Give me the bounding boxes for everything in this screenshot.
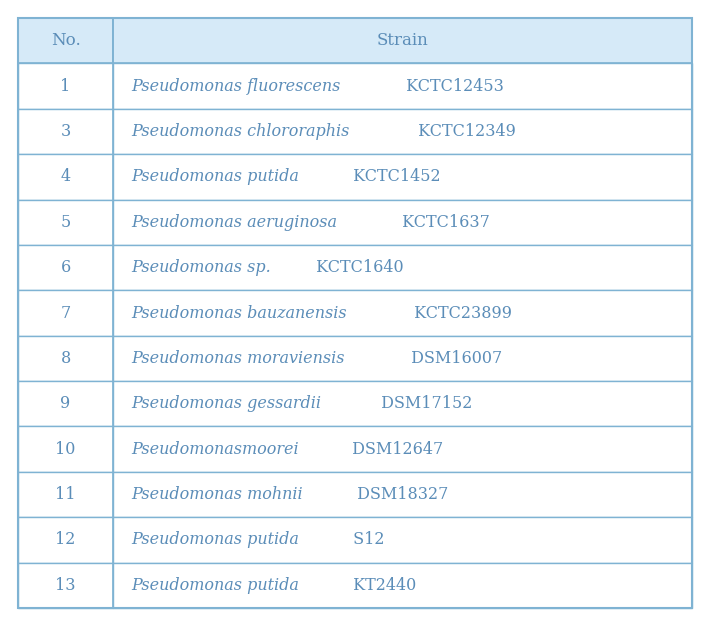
Text: 13: 13 [55, 577, 76, 594]
Bar [18, 109, 113, 154]
Text: 8: 8 [60, 350, 70, 367]
Text: Pseudomonas bauzanensis: Pseudomonas bauzanensis [131, 304, 346, 322]
Text: DSM18327: DSM18327 [352, 486, 449, 503]
Bar [113, 245, 692, 290]
Text: 12: 12 [55, 531, 76, 548]
Bar [113, 381, 692, 426]
Text: KCTC1640: KCTC1640 [311, 259, 404, 276]
Bar [18, 63, 113, 109]
Bar [18, 563, 113, 608]
Text: Pseudomonas moraviensis: Pseudomonas moraviensis [131, 350, 344, 367]
Bar [113, 426, 692, 472]
Text: DSM17152: DSM17152 [376, 395, 473, 413]
Text: 10: 10 [55, 441, 76, 458]
Text: DSM16007: DSM16007 [407, 350, 503, 367]
Text: KCTC1452: KCTC1452 [348, 168, 440, 185]
Bar [113, 472, 692, 517]
Text: Pseudomonas chlororaphis: Pseudomonas chlororaphis [131, 123, 349, 140]
Text: Strain: Strain [376, 32, 428, 49]
Bar [113, 109, 692, 154]
Text: KCTC1637: KCTC1637 [397, 213, 490, 231]
Text: 1: 1 [60, 78, 70, 95]
Bar [18, 290, 113, 336]
Bar [113, 517, 692, 563]
Text: 5: 5 [60, 213, 70, 231]
Bar [113, 200, 692, 245]
Text: Pseudomonas putida: Pseudomonas putida [131, 168, 299, 185]
Text: KCTC12349: KCTC12349 [413, 123, 515, 140]
Text: Pseudomonas fluorescens: Pseudomonas fluorescens [131, 78, 340, 95]
Text: No.: No. [50, 32, 80, 49]
Text: Pseudomonas gessardii: Pseudomonas gessardii [131, 395, 321, 413]
Text: Pseudomonas aeruginosa: Pseudomonas aeruginosa [131, 213, 337, 231]
Text: 6: 6 [60, 259, 70, 276]
Bar [18, 472, 113, 517]
Text: Pseudomonas putida: Pseudomonas putida [131, 577, 299, 594]
Bar [18, 336, 113, 381]
Bar [18, 18, 113, 63]
Bar [18, 426, 113, 472]
Text: Pseudomonas putida: Pseudomonas putida [131, 531, 299, 548]
Bar [113, 336, 692, 381]
Bar [113, 290, 692, 336]
Text: KCTC23899: KCTC23899 [409, 304, 512, 322]
Text: S12: S12 [348, 531, 384, 548]
Bar [18, 245, 113, 290]
Text: Pseudomonas mohnii: Pseudomonas mohnii [131, 486, 302, 503]
Bar [113, 563, 692, 608]
Bar [18, 200, 113, 245]
Text: DSM12647: DSM12647 [347, 441, 444, 458]
Bar [18, 154, 113, 200]
Text: Pseudomonas sp.: Pseudomonas sp. [131, 259, 271, 276]
Bar [113, 18, 692, 63]
Text: 3: 3 [60, 123, 70, 140]
Text: KCTC12453: KCTC12453 [401, 78, 504, 95]
Text: 9: 9 [60, 395, 70, 413]
Bar [18, 381, 113, 426]
Text: 4: 4 [60, 168, 70, 185]
Bar [113, 154, 692, 200]
Text: KT2440: KT2440 [348, 577, 416, 594]
Text: 11: 11 [55, 486, 76, 503]
Bar [18, 517, 113, 563]
Bar [113, 63, 692, 109]
Text: 7: 7 [60, 304, 70, 322]
Text: Pseudomonasmoorei: Pseudomonasmoorei [131, 441, 299, 458]
